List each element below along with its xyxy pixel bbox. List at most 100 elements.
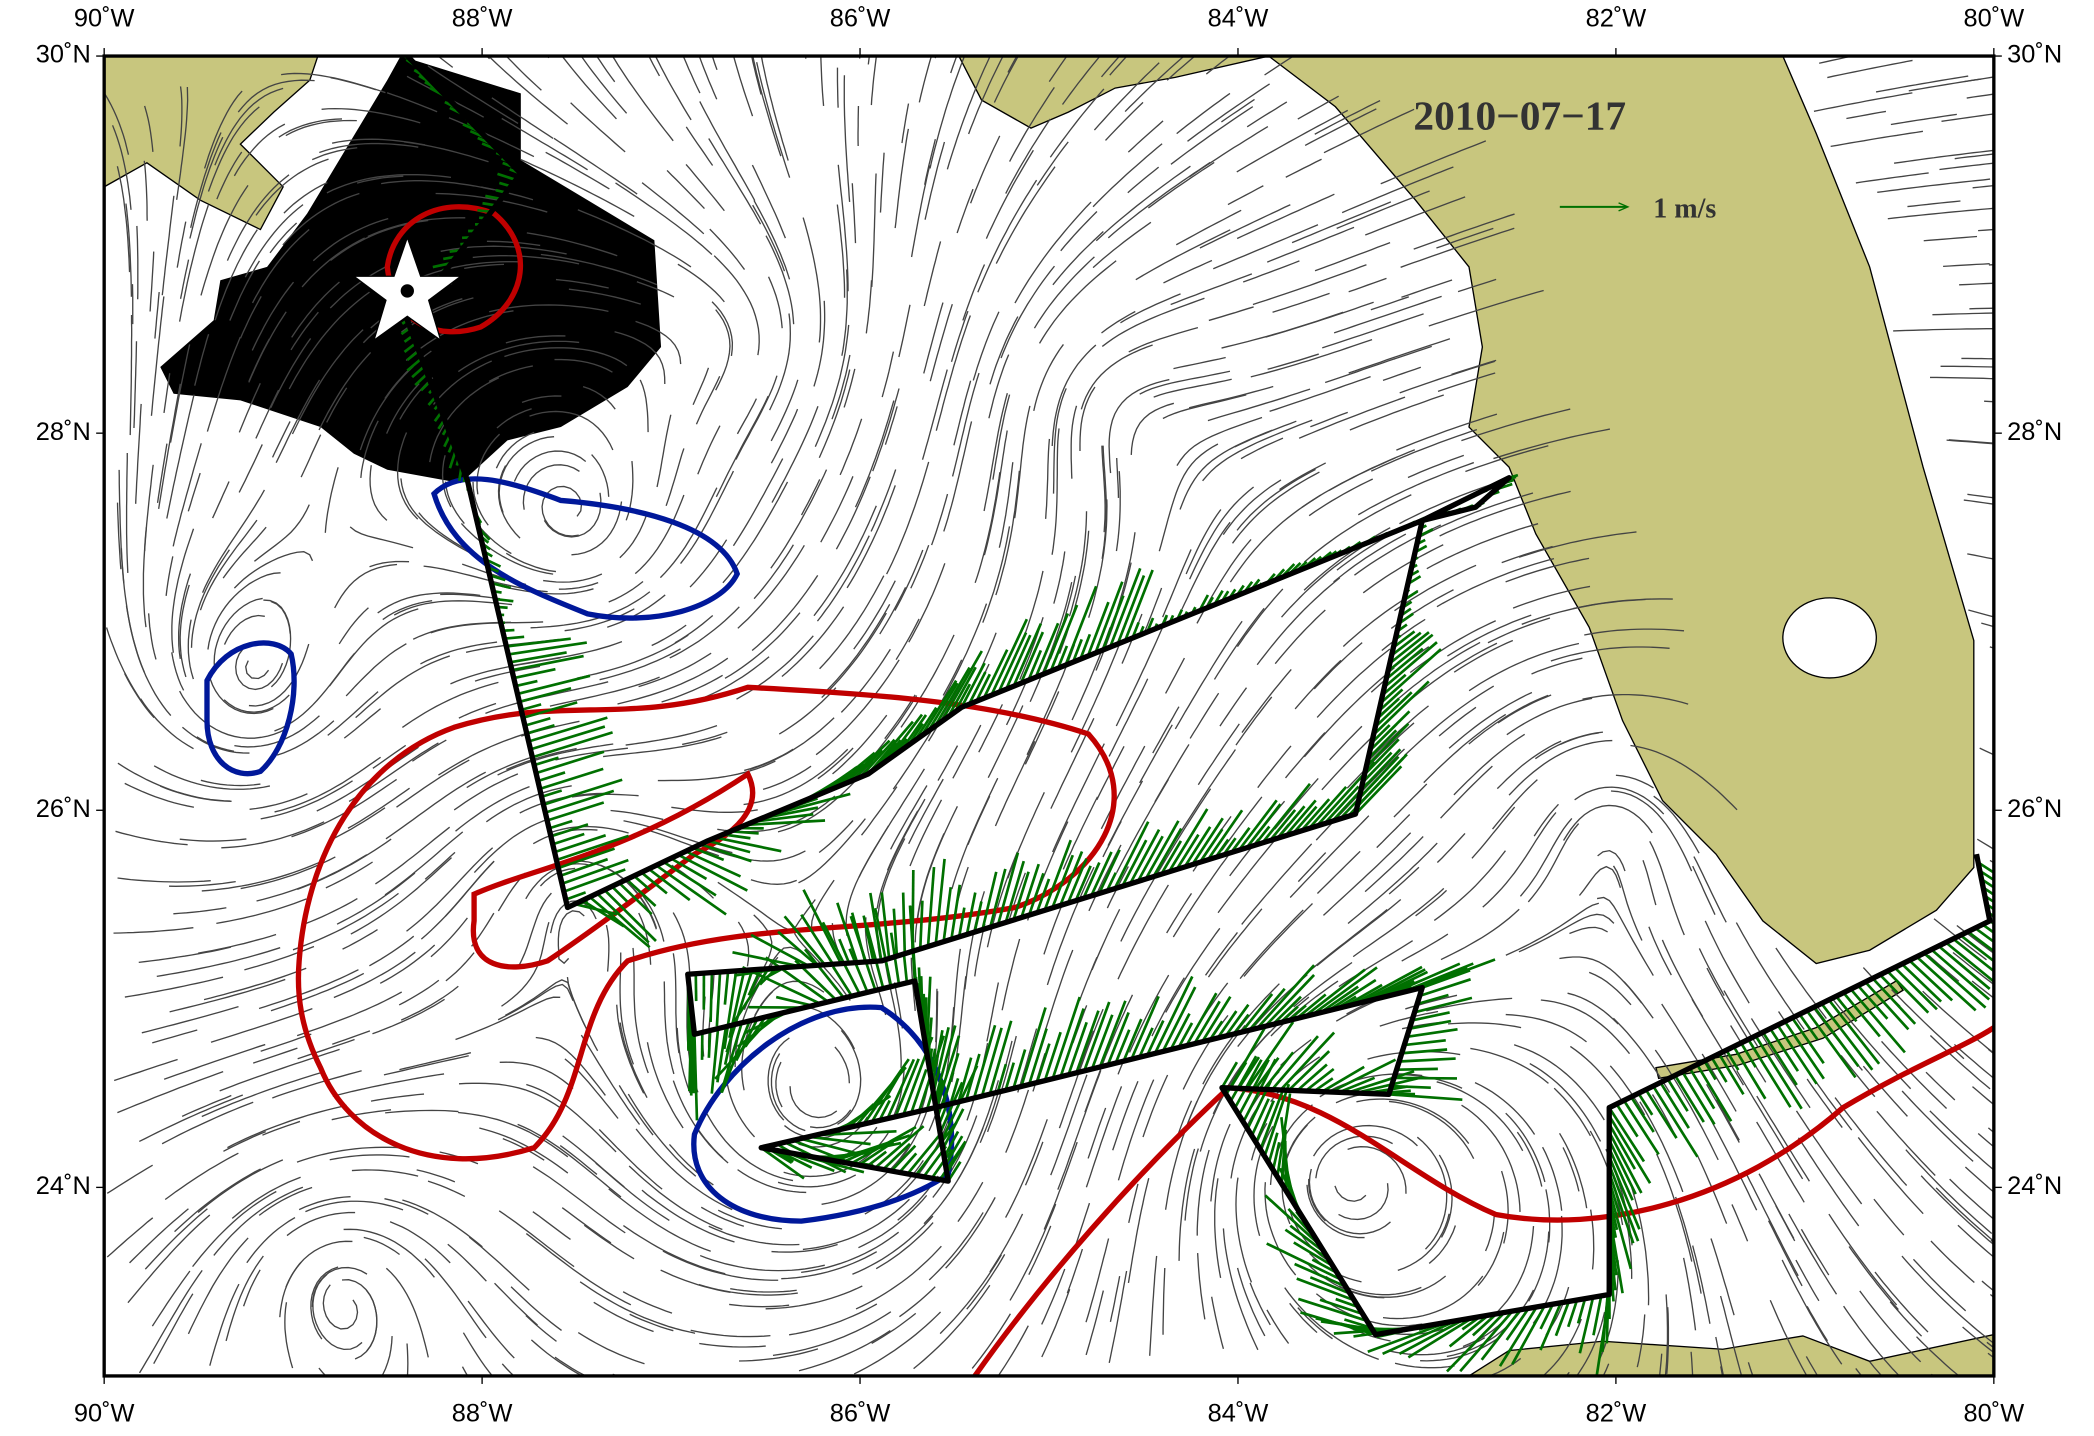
streamline xyxy=(127,1214,211,1304)
velocity-vector xyxy=(878,1099,891,1121)
streamline xyxy=(455,785,530,832)
y-tick-label: 28˚N xyxy=(36,418,91,446)
streamline xyxy=(639,379,649,433)
velocity-vector xyxy=(918,900,924,949)
streamline xyxy=(1214,1178,1222,1278)
velocity-vector xyxy=(552,832,585,846)
streamline xyxy=(1990,1239,1994,1244)
streamline xyxy=(310,1266,339,1340)
velocity-vector xyxy=(524,716,551,727)
streamline xyxy=(839,418,863,476)
streamline xyxy=(1981,1280,1994,1292)
streamline xyxy=(343,708,382,739)
streamline xyxy=(815,659,900,756)
velocity-vector xyxy=(1401,1048,1448,1055)
velocity-vector xyxy=(1225,1024,1268,1096)
streamline xyxy=(1079,386,1096,451)
velocity-vector xyxy=(1233,1059,1263,1109)
streamline xyxy=(1413,213,1515,250)
spill-site-dot xyxy=(400,284,414,298)
streamline xyxy=(526,232,618,257)
velocity-vector xyxy=(1153,975,1194,1055)
streamline xyxy=(843,368,856,408)
streamline xyxy=(821,612,887,699)
streamline xyxy=(941,603,988,701)
streamline xyxy=(1447,614,1532,657)
streamline xyxy=(487,56,568,125)
velocity-vector xyxy=(1327,978,1377,1012)
streamline xyxy=(187,619,195,680)
velocity-vector xyxy=(1027,1028,1048,1085)
velocity-vector xyxy=(1578,1297,1595,1354)
streamline xyxy=(386,92,438,113)
velocity-vector xyxy=(1739,1042,1757,1068)
velocity-vector xyxy=(565,891,587,901)
streamline xyxy=(157,383,181,509)
velocity-vector xyxy=(1372,680,1430,736)
velocity-vector xyxy=(1923,952,1987,1009)
streamline xyxy=(994,740,1036,827)
streamline xyxy=(1336,190,1430,229)
velocity-vector xyxy=(934,1035,961,1110)
streamline xyxy=(605,924,610,972)
streamline xyxy=(928,1212,984,1281)
velocity-vector xyxy=(865,924,885,989)
streamline xyxy=(321,107,421,124)
streamline xyxy=(1642,860,1657,906)
streamline xyxy=(909,799,943,867)
streamline xyxy=(1007,872,1026,924)
velocity-vector xyxy=(980,1027,1003,1097)
streamline xyxy=(138,1269,203,1374)
streamline xyxy=(1923,235,1978,242)
velocity-vector xyxy=(1383,641,1438,689)
streamline xyxy=(820,476,854,543)
streamline xyxy=(1266,226,1355,263)
streamline xyxy=(197,1159,284,1213)
streamline xyxy=(540,253,658,286)
streamline xyxy=(1043,903,1063,955)
streamline xyxy=(818,820,854,854)
velocity-vector xyxy=(715,836,782,853)
velocity-vector xyxy=(677,853,748,892)
streamline xyxy=(1068,511,1088,617)
velocity-vector xyxy=(1857,984,1889,1020)
streamline xyxy=(213,1186,304,1256)
streamline xyxy=(375,826,451,885)
streamline xyxy=(245,660,270,680)
streamline xyxy=(821,1146,909,1205)
streamline xyxy=(151,1270,191,1327)
velocity-vector xyxy=(655,864,727,916)
velocity-vector xyxy=(1448,1314,1490,1348)
streamline xyxy=(577,1332,645,1365)
streamline xyxy=(1304,108,1377,147)
x-tick-label: 86˚W xyxy=(830,1399,891,1427)
streamline xyxy=(161,1101,254,1145)
streamline xyxy=(654,56,692,121)
velocity-vector xyxy=(973,901,983,933)
streamline xyxy=(1756,1095,1810,1182)
velocity-vector xyxy=(1835,995,1858,1023)
velocity-vector xyxy=(491,581,511,590)
streamline xyxy=(1001,938,1021,1011)
velocity-vector xyxy=(1167,808,1209,873)
velocity-vector xyxy=(1043,839,1073,911)
velocity-vector xyxy=(1652,1085,1699,1158)
streamline xyxy=(1828,1213,1898,1306)
streamline xyxy=(549,676,660,707)
streamline xyxy=(910,165,931,258)
streamline xyxy=(699,1342,766,1348)
streamline xyxy=(381,180,494,191)
velocity-vector xyxy=(1404,1038,1446,1047)
streamline xyxy=(962,264,986,321)
velocity-vector xyxy=(947,666,977,718)
streamline xyxy=(129,314,133,436)
streamline xyxy=(1382,1275,1484,1320)
streamline xyxy=(951,372,980,477)
velocity-vector xyxy=(1637,1092,1654,1116)
velocity-vector xyxy=(745,819,826,827)
streamline xyxy=(1242,260,1300,283)
streamline xyxy=(1940,365,1994,368)
streamline xyxy=(1496,740,1562,790)
streamline xyxy=(685,163,725,212)
velocity-vector xyxy=(1893,966,1938,1011)
